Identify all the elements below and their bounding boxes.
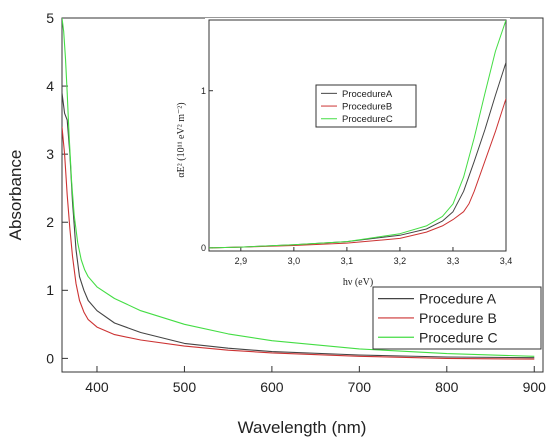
y-tick-label: 1 [46, 282, 54, 298]
inset-y-axis-label: αE² (10¹¹ eV² m⁻²) [176, 102, 187, 177]
series-line-3 [209, 20, 506, 249]
x-tick-label: 800 [435, 379, 459, 395]
x-tick-label: 600 [260, 379, 284, 395]
main-ticks: 400 500 600 700 800 900 0 1 2 3 4 5 [46, 10, 546, 395]
inset-series-group [209, 20, 506, 249]
series-line-2 [209, 98, 506, 249]
x-tick-label: 400 [85, 379, 109, 395]
main-legend: Procedure A Procedure B Procedure C [372, 286, 542, 350]
y-tick-label: 0 [201, 243, 206, 253]
x-tick-label: 3,2 [394, 256, 407, 266]
y-tick-label: 3 [46, 146, 54, 162]
x-tick-label: 3,1 [341, 256, 354, 266]
inset-x-axis-label: hν (eV) [343, 277, 373, 288]
inset-background [205, 18, 510, 252]
main-series-group [62, 18, 535, 360]
inset-chart: 2,9 3,0 3,1 3,2 3,3 3,4 0 1 hν (eV) αE² (10¹¹ e… [176, 18, 512, 288]
legend-label-2: ProcedureB [342, 101, 392, 112]
main-chart: 400 500 600 700 800 900 0 1 2 3 4 5 Wavelength (nm)… [6, 10, 546, 437]
legend-label-1: ProcedureA [342, 89, 393, 100]
y-tick-label: 1 [201, 86, 206, 96]
legend-label-3: ProcedureC [342, 114, 393, 125]
y-tick-label: 5 [46, 10, 54, 26]
x-tick-label: 700 [348, 379, 372, 395]
legend-label-1: Procedure A [419, 291, 497, 307]
legend-label-2: Procedure B [419, 310, 497, 326]
main-y-axis-label: Absorbance [6, 150, 25, 241]
x-tick-label: 500 [173, 379, 197, 395]
inset-plot-frame [208, 19, 507, 252]
x-tick-label: 3,4 [500, 256, 513, 266]
x-tick-label: 3,0 [288, 256, 301, 266]
y-tick-label: 0 [46, 350, 54, 366]
series-line-3 [62, 18, 535, 357]
legend-label-3: Procedure C [419, 329, 498, 345]
series-line-2 [62, 126, 535, 360]
main-x-axis-label: Wavelength (nm) [238, 418, 367, 437]
x-tick-label: 2,9 [235, 256, 248, 266]
x-tick-label: 3,3 [447, 256, 460, 266]
y-tick-label: 2 [46, 214, 54, 230]
y-tick-label: 4 [46, 78, 54, 94]
x-tick-label: 900 [523, 379, 547, 395]
inset-ticks: 2,9 3,0 3,1 3,2 3,3 3,4 0 1 [201, 86, 512, 266]
